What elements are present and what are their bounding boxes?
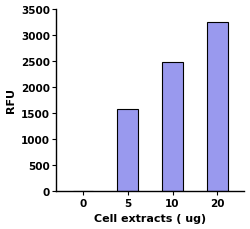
Y-axis label: RFU: RFU: [6, 88, 16, 113]
Bar: [118, 109, 138, 191]
X-axis label: Cell extracts ( ug): Cell extracts ( ug): [94, 213, 206, 224]
Bar: [207, 22, 228, 191]
Bar: [162, 63, 183, 191]
